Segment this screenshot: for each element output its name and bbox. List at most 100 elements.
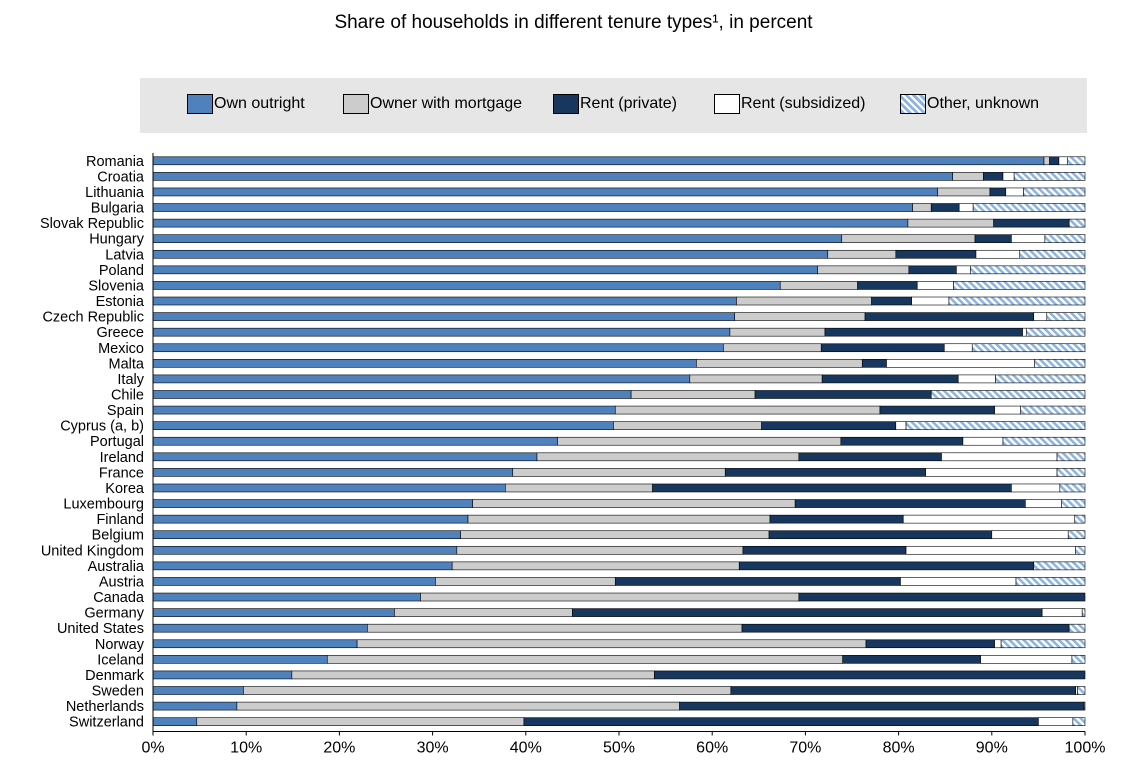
- category-label-romania: Romania: [86, 154, 145, 170]
- bar-switzerland-rent-private: [523, 717, 1039, 726]
- bar-australia-rent-private: [738, 561, 1035, 571]
- bar-united-states-rent-private: [741, 623, 1070, 633]
- x-tick-label: 30%: [417, 739, 449, 756]
- bar-australia-own-outright: [152, 561, 453, 571]
- bar-slovak-republic-other-unknown: [1068, 218, 1086, 228]
- bar-switzerland-rent-subsidized: [1038, 717, 1074, 726]
- category-label-austria: Austria: [99, 574, 145, 590]
- bar-united-kingdom-rent-subsidized: [905, 545, 1076, 555]
- bar-belgium-owner-with-mortgage: [460, 530, 770, 540]
- bar-chile-owner-with-mortgage: [630, 390, 756, 399]
- category-label-luxembourg: Luxembourg: [63, 497, 144, 513]
- category-label-lithuania: Lithuania: [85, 185, 145, 201]
- bar-norway-owner-with-mortgage: [356, 639, 867, 649]
- bar-luxembourg-rent-private: [794, 499, 1026, 508]
- bar-ireland-rent-subsidized: [941, 452, 1058, 462]
- bar-mexico-own-outright: [152, 343, 724, 353]
- bar-slovak-republic-own-outright: [152, 218, 909, 228]
- bar-norway-other-unknown: [1000, 639, 1086, 649]
- bar-finland-rent-private: [769, 514, 904, 524]
- bar-romania-rent-private: [1049, 156, 1060, 166]
- bar-greece-own-outright: [152, 327, 731, 337]
- bar-netherlands-other-unknown: [1083, 701, 1086, 711]
- bar-chile-rent-private: [754, 390, 932, 399]
- legend-label-own-outright: Own outright: [214, 95, 305, 112]
- bar-finland-owner-with-mortgage: [467, 514, 771, 524]
- category-label-united-kingdom: United Kingdom: [41, 543, 144, 559]
- bar-austria-own-outright: [152, 577, 436, 586]
- bars-layer: [152, 156, 1086, 726]
- bar-spain-own-outright: [152, 405, 616, 415]
- bar-finland-other-unknown: [1074, 514, 1086, 524]
- bar-estonia-owner-with-mortgage: [736, 296, 872, 306]
- bar-belgium-rent-private: [768, 530, 993, 540]
- bar-malta-rent-private: [861, 359, 887, 368]
- bar-luxembourg-owner-with-mortgage: [472, 499, 796, 508]
- bar-czech-republic-rent-subsidized: [1033, 312, 1048, 321]
- bar-norway-own-outright: [152, 639, 358, 649]
- bar-iceland-other-unknown: [1071, 655, 1086, 664]
- bar-ireland-rent-private: [798, 452, 942, 462]
- bar-chile-own-outright: [152, 390, 632, 399]
- bar-austria-other-unknown: [1015, 577, 1086, 586]
- bar-romania-owner-with-mortgage: [1043, 156, 1050, 166]
- bar-malta-owner-with-mortgage: [696, 359, 863, 368]
- legend-label-other-unknown: Other, unknown: [927, 95, 1040, 112]
- bar-lithuania-own-outright: [152, 187, 939, 197]
- x-tick-label: 100%: [1065, 739, 1106, 756]
- bar-norway-rent-subsidized: [994, 639, 1002, 649]
- bar-germany-other-unknown: [1081, 608, 1086, 617]
- bar-belgium-other-unknown: [1067, 530, 1086, 540]
- category-label-korea: Korea: [105, 481, 145, 497]
- legend-label-rent-subsidized: Rent (subsidized): [741, 95, 866, 112]
- bar-luxembourg-rent-subsidized: [1025, 499, 1062, 508]
- chart-title: Share of households in different tenure …: [334, 12, 813, 33]
- category-label-slovenia: Slovenia: [88, 278, 145, 294]
- bar-ireland-other-unknown: [1056, 452, 1086, 462]
- legend-swatch-owner-with-mortgage: [343, 94, 369, 114]
- legend-item-rent-subsidized: Rent (subsidized): [714, 93, 866, 115]
- bar-estonia-other-unknown: [948, 296, 1086, 306]
- category-label-iceland: Iceland: [97, 652, 144, 668]
- legend-swatch-rent-private: [553, 94, 579, 114]
- category-label-norway: Norway: [95, 637, 145, 653]
- bar-germany-owner-with-mortgage: [394, 608, 573, 617]
- bar-slovak-republic-owner-with-mortgage: [907, 218, 994, 228]
- bar-france-rent-subsidized: [925, 468, 1058, 477]
- bar-romania-rent-subsidized: [1058, 156, 1068, 166]
- bar-portugal-rent-subsidized: [962, 436, 1004, 446]
- x-tick-label: 10%: [230, 739, 262, 756]
- bar-greece-rent-subsidized: [1022, 327, 1027, 337]
- bar-cyprus-a-b-own-outright: [152, 421, 614, 430]
- bar-united-states-other-unknown: [1068, 623, 1086, 633]
- bar-italy-rent-private: [821, 374, 959, 384]
- bar-sweden-other-unknown: [1077, 686, 1086, 695]
- bar-netherlands-owner-with-mortgage: [236, 701, 680, 711]
- bar-portugal-other-unknown: [1002, 436, 1086, 446]
- bar-mexico-other-unknown: [971, 343, 1086, 353]
- category-label-denmark: Denmark: [85, 668, 145, 684]
- category-label-malta: Malta: [109, 356, 145, 372]
- bar-poland-own-outright: [152, 265, 818, 275]
- bar-denmark-own-outright: [152, 670, 293, 680]
- bar-korea-own-outright: [152, 483, 506, 493]
- legend-swatch-other-unknown: [900, 94, 926, 114]
- bar-italy-rent-subsidized: [957, 374, 996, 384]
- x-tick-label: 40%: [510, 739, 542, 756]
- category-label-czech-republic: Czech Republic: [42, 310, 144, 326]
- bar-lithuania-other-unknown: [1023, 187, 1086, 197]
- category-label-australia: Australia: [88, 559, 145, 575]
- bar-hungary-rent-private: [974, 234, 1012, 243]
- x-tick-label: 80%: [883, 739, 915, 756]
- bar-united-kingdom-own-outright: [152, 545, 458, 555]
- bar-korea-other-unknown: [1059, 483, 1086, 493]
- bar-united-kingdom-rent-private: [742, 545, 907, 555]
- bar-bulgaria-rent-private: [930, 203, 960, 212]
- category-label-estonia: Estonia: [96, 294, 145, 310]
- bar-denmark-owner-with-mortgage: [291, 670, 655, 680]
- bar-slovenia-rent-subsidized: [916, 281, 954, 290]
- bar-korea-owner-with-mortgage: [504, 483, 653, 493]
- bar-malta-rent-subsidized: [886, 359, 1035, 368]
